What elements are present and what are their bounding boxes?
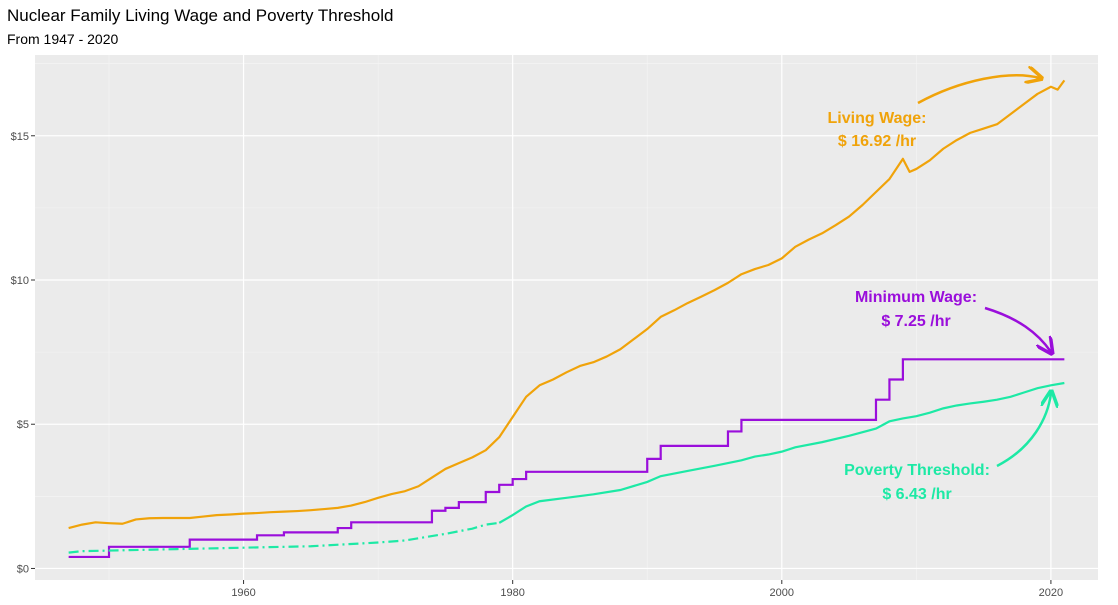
poverty-threshold-value: $ 6.43 /hr <box>882 486 951 503</box>
poverty-threshold-arrow <box>996 393 1051 468</box>
axis-ticks: 1960 1980 2000 2020 $0 $5 $10 $15 <box>11 131 1064 599</box>
chart-title: Nuclear Family Living Wage and Poverty T… <box>7 6 394 25</box>
minimum-wage-line <box>68 358 1065 559</box>
living-wage-arrow <box>917 75 1040 105</box>
poverty-threshold-label: Poverty Threshold: <box>844 462 990 479</box>
living-wage-label: Living Wage: <box>828 110 927 127</box>
plot-panel <box>35 55 1098 580</box>
x-tick-label: 1980 <box>500 587 524 599</box>
poverty-threshold-line <box>498 381 1065 524</box>
y-tick-label: $10 <box>11 275 29 287</box>
x-tick-label: 1960 <box>231 587 255 599</box>
living-wage-value: $ 16.92 /hr <box>838 133 916 150</box>
minor-gridlines <box>35 55 1098 580</box>
minimum-wage-arrow <box>984 306 1051 352</box>
x-tick-label: 2020 <box>1039 587 1063 599</box>
major-gridlines <box>35 55 1098 580</box>
minimum-wage-label: Minimum Wage: <box>855 289 977 306</box>
living-wage-line <box>68 79 1066 530</box>
chart-subtitle: From 1947 - 2020 <box>7 31 119 47</box>
y-tick-label: $0 <box>17 563 29 575</box>
y-tick-label: $5 <box>17 419 29 431</box>
x-tick-label: 2000 <box>770 587 794 599</box>
y-tick-label: $15 <box>11 131 29 143</box>
minimum-wage-value: $ 7.25 /hr <box>881 313 950 330</box>
series-lines <box>68 79 1066 559</box>
poverty-threshold-line-dashed <box>68 521 500 554</box>
